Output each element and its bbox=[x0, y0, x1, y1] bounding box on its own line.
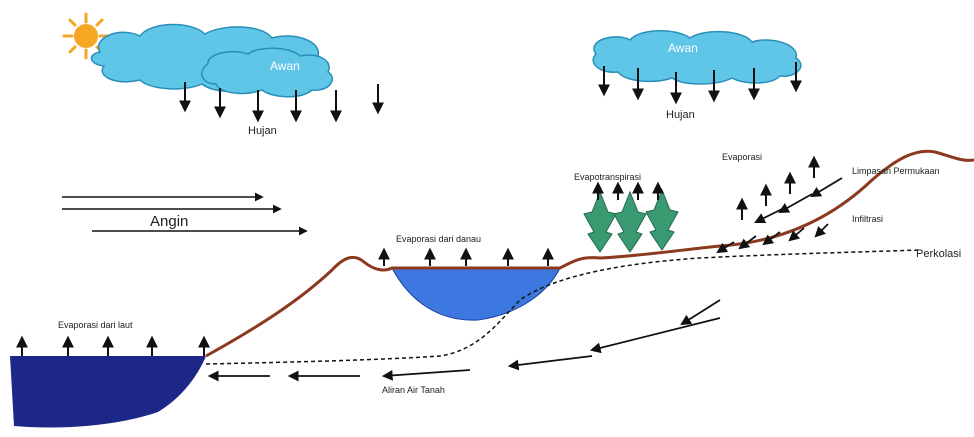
infiltration-arrows bbox=[716, 223, 829, 254]
transpiration-label: Evapotranspirasi bbox=[574, 172, 641, 182]
groundwater-arrows bbox=[207, 299, 721, 382]
ground-line bbox=[205, 149, 974, 358]
evaporation-label: Evaporasi bbox=[722, 152, 762, 162]
groundwater-label: Aliran Air Tanah bbox=[382, 385, 445, 395]
cloud-icon bbox=[90, 23, 333, 98]
runoff-arrows bbox=[754, 177, 843, 223]
surface-runoff-label: Limpasan Permukaan bbox=[852, 166, 940, 176]
percolation-label: Perkolasi bbox=[916, 248, 961, 260]
rain-left-arrows bbox=[179, 82, 384, 123]
cloud-icon bbox=[592, 30, 802, 85]
evaporation-arrows bbox=[16, 155, 820, 356]
lake-body bbox=[391, 267, 561, 321]
lake-evap-label: Evaporasi dari danau bbox=[396, 234, 481, 244]
cloud-left-label: Awan bbox=[270, 59, 300, 73]
cloud-right-label: Awan bbox=[668, 41, 698, 55]
rain-right-arrows bbox=[598, 62, 802, 105]
rain-left-label: Hujan bbox=[248, 125, 277, 137]
wind-arrows bbox=[62, 192, 308, 236]
sea-evap-label: Evaporasi dari laut bbox=[58, 320, 133, 330]
percolation-line bbox=[205, 249, 921, 365]
wind-label: Angin bbox=[150, 213, 188, 230]
sea-body bbox=[10, 356, 206, 428]
infiltration-label: Infiltrasi bbox=[852, 214, 883, 224]
rain-right-label: Hujan bbox=[666, 109, 695, 121]
